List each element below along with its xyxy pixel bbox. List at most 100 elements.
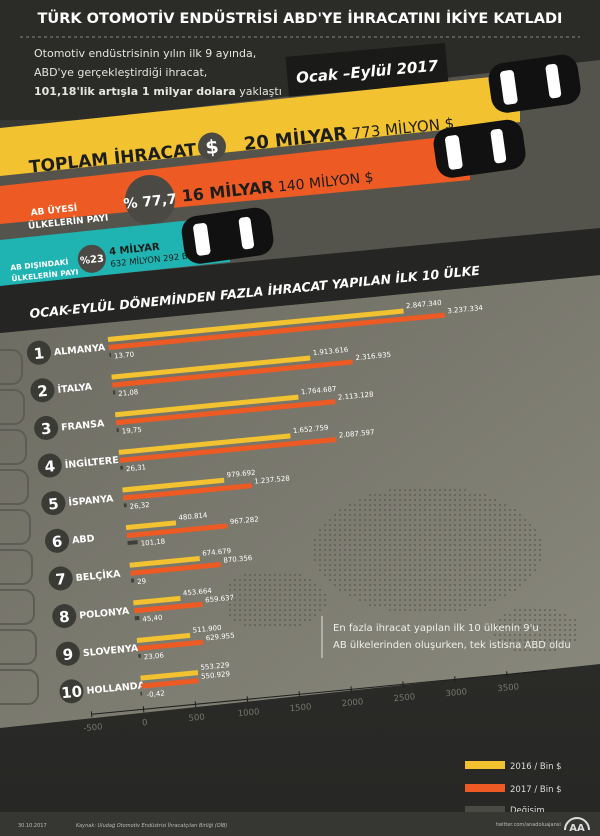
car-icon	[488, 54, 581, 113]
bar-change	[127, 540, 138, 546]
bar-2016	[140, 670, 199, 681]
bar-2017-label: 870.356	[223, 554, 253, 565]
rank-number: 8	[58, 608, 70, 627]
non-eu-share-circle	[77, 244, 106, 273]
x-tick	[142, 706, 145, 713]
x-tick	[506, 671, 508, 678]
country-label: İSPANYA	[68, 493, 115, 508]
country-label: İNGİLTERE	[64, 455, 119, 471]
x-tick-label: 500	[188, 712, 205, 724]
bar-2017	[141, 678, 199, 689]
x-tick	[402, 681, 404, 688]
bar-change-label: 19,75	[121, 426, 142, 436]
rank-number: 7	[55, 570, 67, 589]
x-tick-label: 3000	[445, 687, 467, 699]
legend-label-2016: 2016 / Bin $	[510, 762, 562, 772]
non-eu-share-percent: %23	[80, 254, 105, 267]
eu-share-label-1: AB ÜYESİ	[30, 203, 78, 219]
chart-row: 6 ABD 480.814 967.282 101,18	[45, 511, 260, 553]
chart-row: 3 FRANSA 1.764.687 2.113.128 19,75	[34, 385, 374, 440]
rank-badge	[30, 378, 55, 403]
x-tick-label: 2000	[341, 697, 363, 709]
non-eu-share-band	[0, 216, 230, 286]
rank-badge	[37, 453, 62, 478]
bar-change-label: 26,31	[126, 463, 147, 473]
bar-change	[109, 352, 112, 357]
x-tick-label: 3500	[497, 682, 519, 694]
country-label: POLONYA	[79, 606, 131, 622]
bar-change	[138, 653, 141, 658]
legend-swatch-change	[465, 806, 505, 814]
rank-badge	[45, 528, 70, 553]
rank-number: 3	[40, 419, 52, 438]
bar-2017-label: 550.929	[201, 670, 231, 681]
bar-2017-label: 659.637	[205, 594, 235, 605]
eu-share-circle	[125, 175, 175, 225]
bar-2016	[133, 595, 181, 606]
aa-logo: AA	[564, 817, 590, 834]
bar-2017	[115, 399, 336, 426]
bar-change-label: 101,18	[140, 537, 165, 547]
bar-change	[116, 428, 119, 433]
parked-car-icon	[0, 589, 35, 625]
x-tick	[246, 696, 249, 703]
x-tick	[298, 691, 301, 698]
legend-swatch-2016	[465, 761, 505, 769]
footer-twitter-link[interactable]: twitter.com/anadoluajansi	[496, 822, 561, 828]
bar-2017	[137, 639, 204, 651]
x-tick-label: 0	[142, 718, 148, 728]
bar-change	[140, 691, 143, 696]
rank-number: 10	[60, 682, 83, 702]
x-tick-label: -500	[83, 722, 103, 734]
chart-area-background	[0, 275, 600, 728]
parked-car-icon	[0, 389, 25, 425]
chart-row: 2 İTALYA 1.913.616 2.316.935 21,08	[30, 346, 391, 403]
legend-label-change: Değişim	[510, 806, 545, 816]
bar-2016	[136, 632, 191, 643]
bar-2016-label: 2.847.340	[406, 299, 442, 310]
bar-change	[120, 465, 124, 470]
legend-label-2017: 2017 / Bin $	[510, 785, 562, 795]
bar-change-label: 21,08	[118, 388, 139, 398]
country-label: İTALYA	[57, 382, 93, 396]
rank-number: 5	[47, 495, 59, 514]
country-label: ABD	[72, 533, 96, 546]
bar-2017-label: 629.955	[205, 632, 235, 643]
bar-2016	[129, 556, 200, 568]
bar-2017-label: 1.237.528	[254, 474, 290, 485]
rank-number: 2	[37, 382, 49, 401]
parked-car-icon	[0, 509, 31, 545]
parked-car-icon	[0, 669, 39, 705]
bar-2016-label: 1.913.616	[312, 346, 349, 357]
x-axis: -500 0 500 1000 1500 2000 2500 3000 3500	[83, 669, 547, 734]
bar-2017	[108, 312, 446, 350]
country-label: BELÇİKA	[75, 569, 121, 584]
bar-2016-label: 674.679	[202, 547, 232, 558]
dollar-icon	[197, 132, 226, 161]
bar-change-label: -0,42	[146, 689, 165, 699]
bar-2016	[107, 308, 404, 342]
legend-swatch-2017	[465, 784, 505, 792]
bar-2017	[112, 359, 354, 388]
rank-badge	[34, 415, 59, 440]
rank-badge	[52, 604, 77, 629]
world-map-decoration	[229, 489, 576, 651]
bar-change-label: 23,06	[144, 651, 165, 661]
x-axis-line	[91, 669, 547, 715]
bar-2017-label: 3.237.334	[447, 304, 484, 315]
bar-change	[123, 503, 127, 508]
eu-share-band	[0, 134, 470, 224]
x-tick-label: 2500	[393, 692, 415, 704]
x-tick-label: 1000	[237, 707, 259, 719]
rank-number: 4	[44, 457, 56, 476]
bar-chart: 1 ALMANYA 2.847.340 3.237.334 13.70 2 İTALYA 1.…	[26, 299, 547, 734]
bar-2016	[122, 477, 225, 493]
bar-2017-label: 967.282	[230, 515, 260, 526]
bar-2017	[130, 562, 222, 576]
intro-line-3: 101,18'lik artışla 1 milyar dolara yakla…	[34, 85, 282, 98]
bar-2016	[125, 520, 177, 531]
bar-change-label: 13.70	[114, 351, 135, 361]
